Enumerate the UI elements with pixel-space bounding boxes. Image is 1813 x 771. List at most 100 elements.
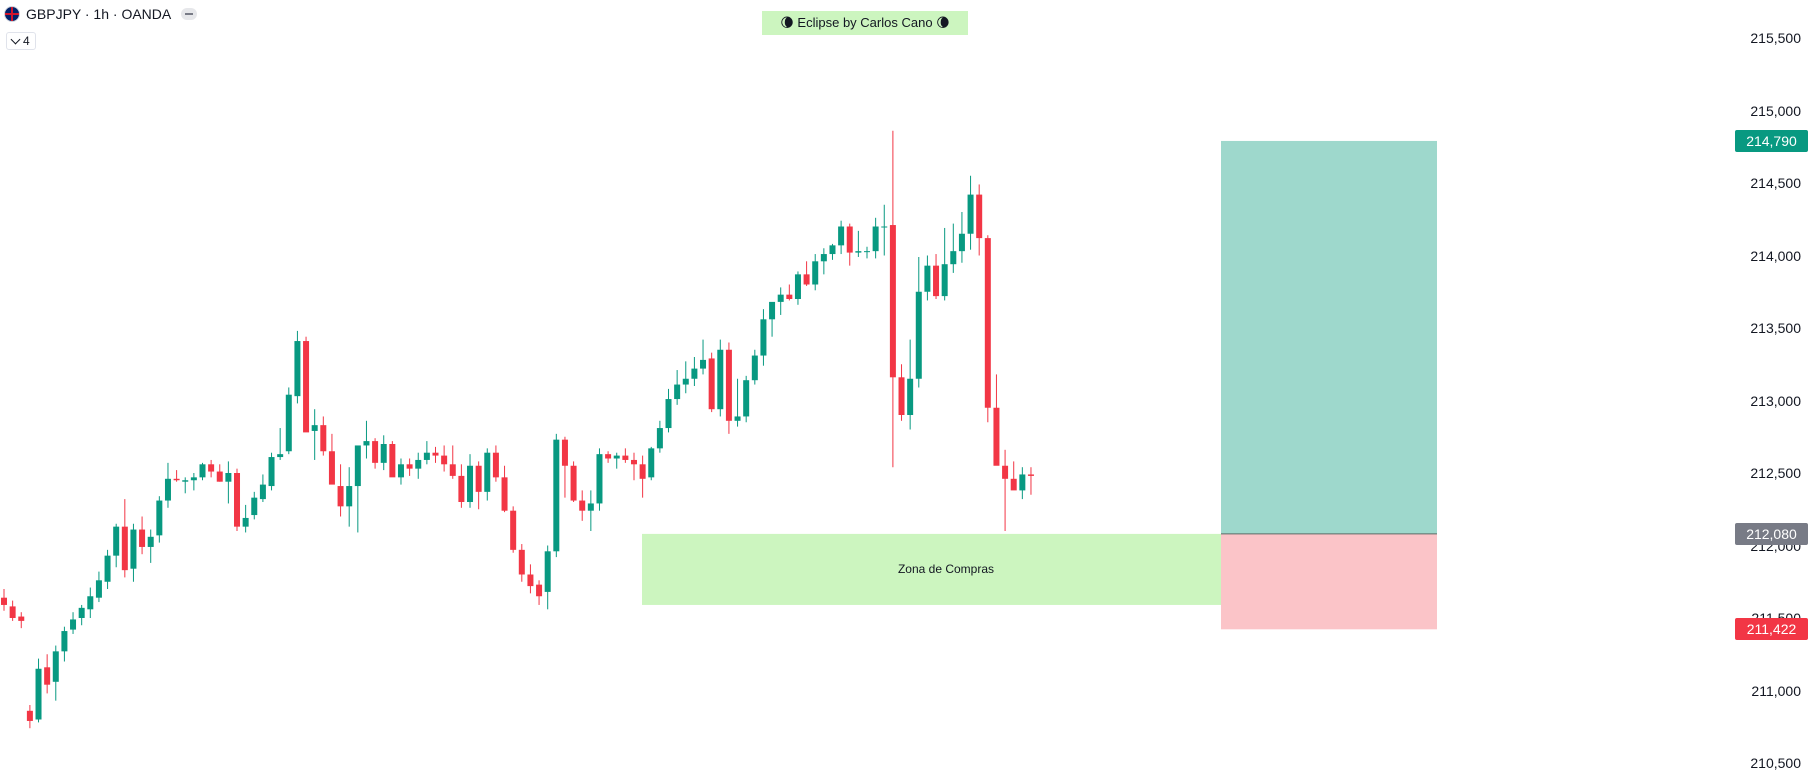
candle-body bbox=[285, 394, 292, 452]
candle-body bbox=[216, 471, 223, 482]
candle bbox=[26, 705, 33, 729]
candle bbox=[432, 446, 439, 463]
candle-body bbox=[190, 477, 197, 481]
candle bbox=[311, 409, 318, 460]
candle-body bbox=[242, 517, 249, 527]
candle bbox=[208, 459, 215, 478]
indicators-toggle-button[interactable]: 4 bbox=[6, 32, 36, 50]
candle-body bbox=[441, 455, 448, 465]
target-zone bbox=[1221, 140, 1437, 534]
minimize-icon[interactable] bbox=[181, 8, 198, 20]
candles-layer bbox=[1, 130, 1034, 729]
candle-body bbox=[769, 301, 776, 320]
candle bbox=[725, 342, 732, 434]
candle bbox=[130, 523, 137, 582]
price-axis[interactable]: 215,500 215,000 214,500 214,000 213,500 213,0… bbox=[1720, 0, 1813, 771]
symbol-header[interactable]: GBPJPY · 1h · OANDA bbox=[4, 6, 198, 22]
candle-body bbox=[691, 368, 698, 379]
candle bbox=[881, 204, 888, 256]
candle bbox=[596, 448, 603, 511]
price-tick-label: 214,500 bbox=[1750, 175, 1801, 191]
candle-body bbox=[544, 551, 551, 592]
candle bbox=[104, 549, 111, 589]
candle-body bbox=[561, 439, 568, 466]
candle-body bbox=[354, 445, 361, 487]
candle bbox=[95, 571, 102, 603]
candle bbox=[44, 654, 51, 694]
candle-body bbox=[139, 529, 146, 547]
candle bbox=[441, 445, 448, 472]
candle-body bbox=[674, 384, 681, 400]
candle-body bbox=[484, 452, 491, 492]
candle-body bbox=[26, 710, 33, 721]
candle bbox=[285, 387, 292, 455]
candle bbox=[717, 339, 724, 417]
candle-body bbox=[993, 407, 1000, 466]
candle bbox=[829, 243, 836, 260]
price-tick-label: 213,500 bbox=[1750, 320, 1801, 336]
candle-body bbox=[164, 478, 171, 501]
candle-body bbox=[967, 194, 974, 234]
candle bbox=[70, 612, 77, 634]
candle-body bbox=[596, 454, 603, 504]
candle-body bbox=[605, 454, 612, 459]
candle-body bbox=[70, 619, 77, 630]
candle-body bbox=[501, 477, 508, 511]
chevron-down-icon bbox=[10, 34, 21, 45]
candle bbox=[794, 271, 801, 305]
candle bbox=[415, 452, 422, 479]
candle bbox=[691, 357, 698, 386]
candle-body bbox=[855, 251, 862, 253]
candle bbox=[656, 420, 663, 453]
candle bbox=[337, 464, 344, 517]
candle bbox=[225, 461, 232, 504]
candle bbox=[1002, 449, 1009, 531]
price-tick-label: 214,000 bbox=[1750, 247, 1801, 264]
candle bbox=[820, 248, 827, 275]
candle bbox=[855, 230, 862, 257]
candle-body bbox=[622, 455, 629, 460]
candle bbox=[777, 287, 784, 315]
candle bbox=[423, 441, 430, 465]
candle-body bbox=[406, 464, 413, 469]
candle bbox=[320, 416, 327, 456]
candle-body bbox=[820, 254, 827, 262]
candle-body bbox=[587, 503, 594, 511]
candle-body bbox=[87, 596, 94, 610]
candle-body bbox=[346, 486, 353, 507]
candle bbox=[708, 352, 715, 413]
uk-flag-icon bbox=[4, 6, 20, 22]
symbol-title[interactable]: GBPJPY · 1h · OANDA bbox=[26, 6, 172, 22]
price-badge: 214,790 bbox=[1735, 129, 1808, 152]
candle-body bbox=[700, 359, 707, 369]
candle bbox=[518, 544, 525, 582]
candle bbox=[613, 452, 620, 469]
candle bbox=[139, 516, 146, 555]
candle bbox=[251, 491, 258, 520]
candle-body bbox=[61, 631, 68, 652]
candle bbox=[570, 461, 577, 502]
candle-body bbox=[656, 428, 663, 449]
candle bbox=[605, 451, 612, 463]
candle-body bbox=[777, 294, 784, 302]
candle bbox=[751, 349, 758, 385]
candle-body bbox=[320, 425, 327, 452]
candle-body bbox=[665, 399, 672, 429]
price-tick-label: 210,500 bbox=[1750, 755, 1801, 771]
candle bbox=[889, 130, 896, 468]
candle-body bbox=[303, 341, 310, 433]
candle-body bbox=[846, 226, 853, 253]
candle bbox=[674, 370, 681, 405]
candle-body bbox=[467, 465, 474, 502]
price-tick-label: 211,000 bbox=[1751, 682, 1801, 699]
candle bbox=[501, 465, 508, 513]
candle bbox=[389, 441, 396, 478]
candle-body bbox=[104, 555, 111, 582]
candle-body bbox=[510, 510, 517, 550]
candle-body bbox=[1, 597, 7, 605]
candle-body bbox=[95, 580, 102, 598]
candle-body bbox=[682, 378, 689, 385]
candle-body bbox=[208, 464, 215, 472]
candle bbox=[561, 436, 568, 498]
